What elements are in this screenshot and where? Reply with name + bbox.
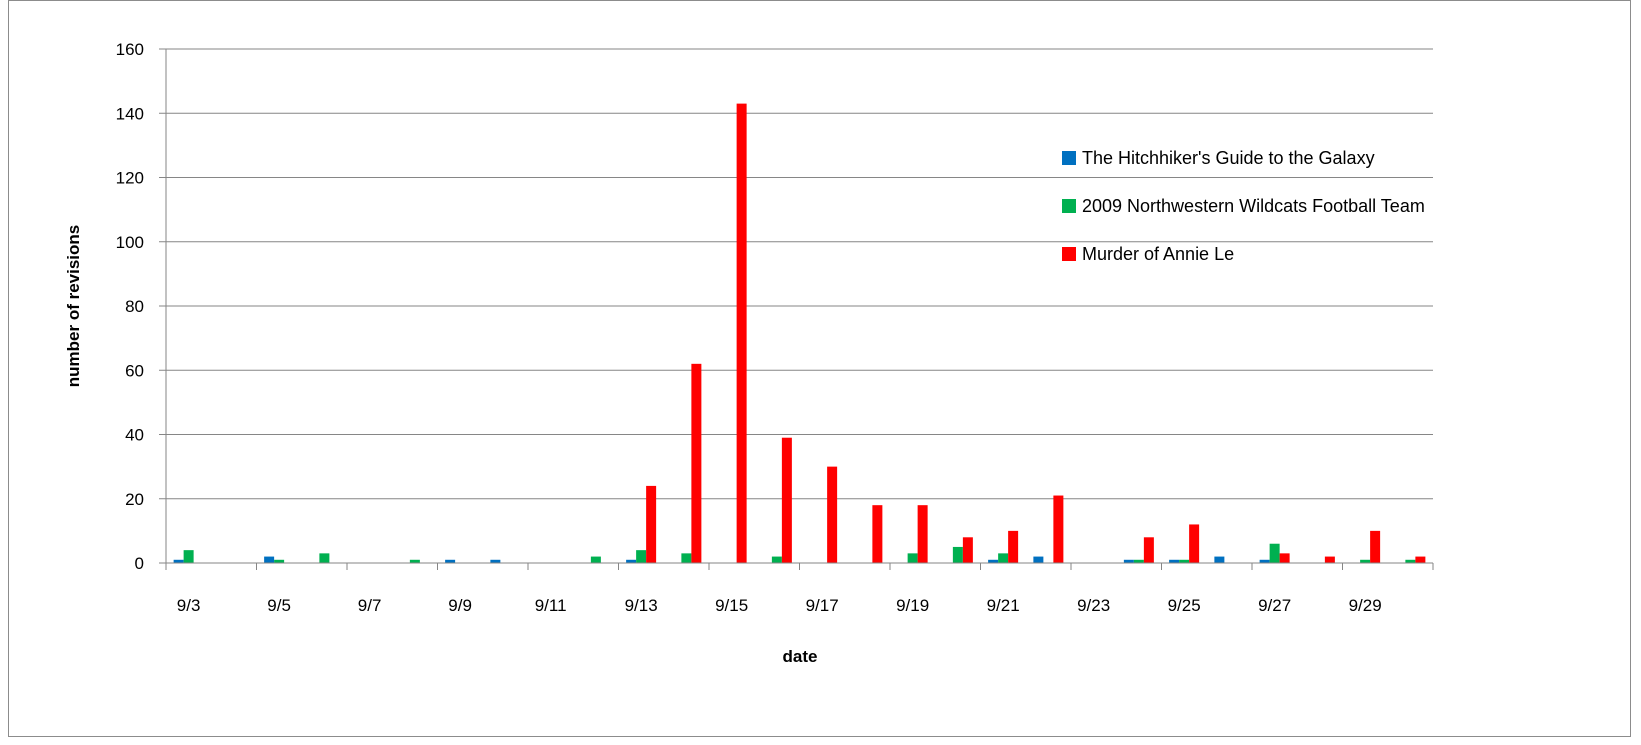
legend: The Hitchhiker's Guide to the Galaxy 2009… — [1062, 148, 1425, 264]
bar — [173, 559, 184, 563]
bar — [626, 559, 637, 563]
y-tick-label: 60 — [125, 361, 144, 380]
bar — [1179, 559, 1190, 563]
bar — [409, 559, 420, 563]
y-tick-label: 160 — [116, 40, 144, 59]
bar — [988, 559, 999, 563]
x-tick-label: 9/13 — [625, 596, 658, 615]
bar — [827, 466, 838, 563]
x-tick-label: 9/11 — [535, 596, 567, 615]
bar — [183, 550, 194, 563]
y-tick-labels: 0 20 40 60 80 100 120 140 160 — [116, 40, 144, 573]
bar — [445, 559, 456, 563]
bar — [264, 556, 275, 563]
x-tick-label: 9/15 — [715, 596, 748, 615]
bar — [691, 363, 702, 563]
x-axis-title: date — [783, 647, 818, 666]
bar — [736, 103, 747, 564]
bar — [1053, 495, 1064, 563]
y-axis-title: number of revisions — [64, 225, 83, 387]
y-tick-label: 100 — [116, 233, 144, 252]
legend-label: 2009 Northwestern Wildcats Football Team — [1082, 196, 1425, 216]
bar — [1189, 524, 1200, 563]
axes — [159, 48, 1434, 570]
bar — [1123, 559, 1134, 563]
x-tick-label: 9/5 — [267, 596, 291, 615]
bar — [1259, 559, 1270, 563]
bar — [952, 546, 963, 563]
bar — [646, 485, 657, 563]
y-tick-label: 20 — [125, 490, 144, 509]
bar — [590, 556, 601, 563]
y-tick-label: 140 — [116, 104, 144, 123]
legend-swatch — [1062, 247, 1076, 261]
bar — [907, 553, 918, 563]
bar — [781, 437, 792, 563]
bar — [1169, 559, 1180, 563]
gridlines — [166, 48, 1433, 500]
legend-label: Murder of Annie Le — [1082, 244, 1234, 264]
bar — [917, 505, 928, 563]
bar — [1143, 537, 1154, 563]
bar — [274, 559, 285, 563]
bar — [1370, 530, 1381, 563]
bars — [173, 103, 1426, 564]
legend-swatch — [1062, 199, 1076, 213]
bar — [1269, 543, 1280, 563]
bar — [872, 505, 883, 563]
y-tick-label: 0 — [135, 554, 144, 573]
x-tick-label: 9/23 — [1077, 596, 1110, 615]
x-tick-label: 9/25 — [1168, 596, 1201, 615]
legend-swatch — [1062, 151, 1076, 165]
bar — [1133, 559, 1144, 563]
x-tick-label: 9/19 — [896, 596, 929, 615]
bar — [771, 556, 782, 563]
bar — [962, 537, 973, 563]
bar — [490, 559, 501, 563]
x-tick-label: 9/7 — [358, 596, 382, 615]
bar — [319, 553, 330, 563]
bar — [1324, 556, 1335, 563]
chart-frame — [8, 0, 1631, 737]
bar — [1279, 553, 1290, 563]
bar — [1405, 559, 1416, 563]
legend-label: The Hitchhiker's Guide to the Galaxy — [1082, 148, 1375, 168]
x-tick-labels: 9/3 9/5 9/7 9/9 9/11 9/13 9/15 9/17 9/19 9/21 9/23… — [177, 596, 1382, 615]
bar — [1415, 556, 1426, 563]
y-tick-label: 120 — [116, 169, 144, 188]
y-tick-label: 80 — [125, 297, 144, 316]
bar — [1360, 559, 1371, 563]
x-tick-label: 9/9 — [448, 596, 472, 615]
x-tick-label: 9/21 — [987, 596, 1020, 615]
bar — [681, 553, 692, 563]
y-tick-label: 40 — [125, 426, 144, 445]
x-tick-label: 9/27 — [1258, 596, 1291, 615]
x-tick-label: 9/3 — [177, 596, 201, 615]
bar — [1214, 556, 1225, 563]
x-tick-label: 9/17 — [806, 596, 839, 615]
bar — [1008, 530, 1019, 563]
bar — [998, 553, 1009, 563]
bar — [636, 550, 647, 563]
bar — [1033, 556, 1044, 563]
x-tick-label: 9/29 — [1349, 596, 1382, 615]
